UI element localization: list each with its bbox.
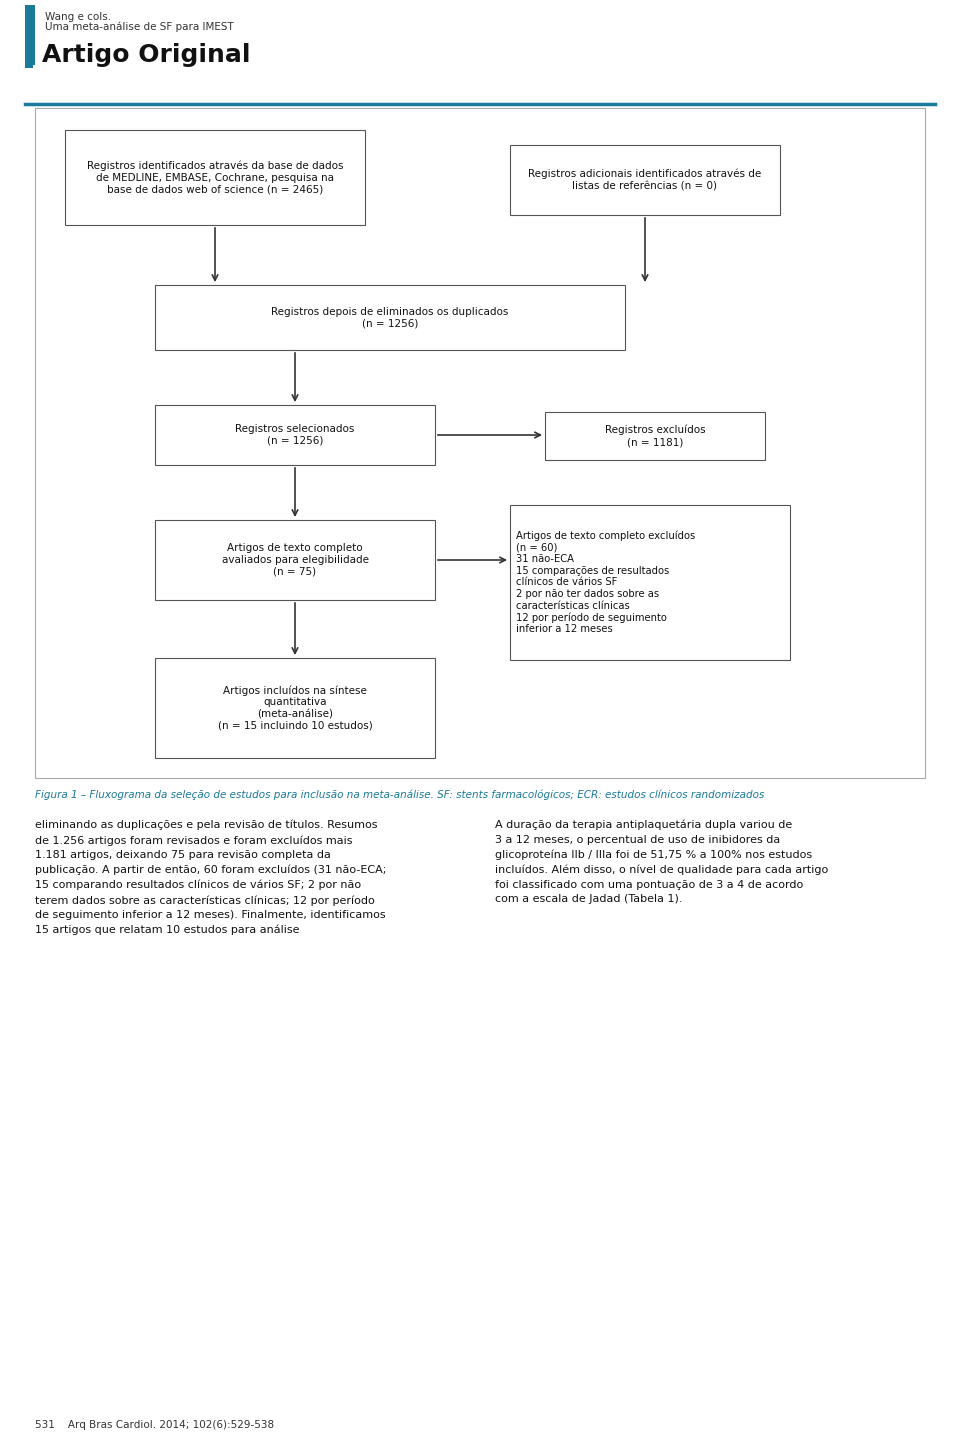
Text: Registros adicionais identificados através de
listas de referências (n = 0): Registros adicionais identificados atrav… (528, 168, 761, 192)
Text: Uma meta-análise de SF para IMEST: Uma meta-análise de SF para IMEST (45, 22, 233, 32)
Text: Registros depois de eliminados os duplicados
(n = 1256): Registros depois de eliminados os duplic… (272, 306, 509, 328)
Bar (35, 107, 925, 778)
Bar (510, 505, 790, 660)
Text: Artigos incluídos na síntese
quantitativa
(meta-análise)
(n = 15 incluindo 10 es: Artigos incluídos na síntese quantitativ… (218, 685, 372, 731)
Text: eliminando as duplicações e pela revisão de títulos. Resumos
de 1.256 artigos fo: eliminando as duplicações e pela revisão… (35, 820, 386, 936)
Text: Artigos de texto completo
avaliados para elegibilidade
(n = 75): Artigos de texto completo avaliados para… (222, 544, 369, 576)
Text: Registros excluídos
(n = 1181): Registros excluídos (n = 1181) (605, 425, 706, 447)
Text: 531    Arq Bras Cardiol. 2014; 102(6):529-538: 531 Arq Bras Cardiol. 2014; 102(6):529-5… (35, 1421, 275, 1431)
Bar (155, 519, 435, 601)
Text: Registros identificados através da base de dados
de MEDLINE, EMBASE, Cochrane, p: Registros identificados através da base … (86, 161, 344, 194)
Bar (65, 131, 365, 225)
Bar (25, 4, 35, 65)
Text: A duração da terapia antiplaquetária dupla variou de
3 a 12 meses, o percentual : A duração da terapia antiplaquetária dup… (495, 820, 828, 904)
Text: Artigo Original: Artigo Original (42, 44, 251, 67)
Bar (510, 145, 780, 215)
Text: Artigos de texto completo excluídos
(n = 60)
31 não-ECA
15 comparações de result: Artigos de texto completo excluídos (n =… (516, 531, 695, 634)
Text: Registros selecionados
(n = 1256): Registros selecionados (n = 1256) (235, 424, 354, 445)
Bar (155, 405, 435, 464)
Text: Wang e cols.: Wang e cols. (45, 12, 111, 22)
Bar (155, 657, 435, 757)
Bar (155, 284, 625, 350)
Bar (25, 42, 33, 68)
Text: Figura 1 – Fluxograma da seleção de estudos para inclusão na meta-análise. SF: s: Figura 1 – Fluxograma da seleção de estu… (35, 789, 764, 801)
Bar (545, 412, 765, 460)
